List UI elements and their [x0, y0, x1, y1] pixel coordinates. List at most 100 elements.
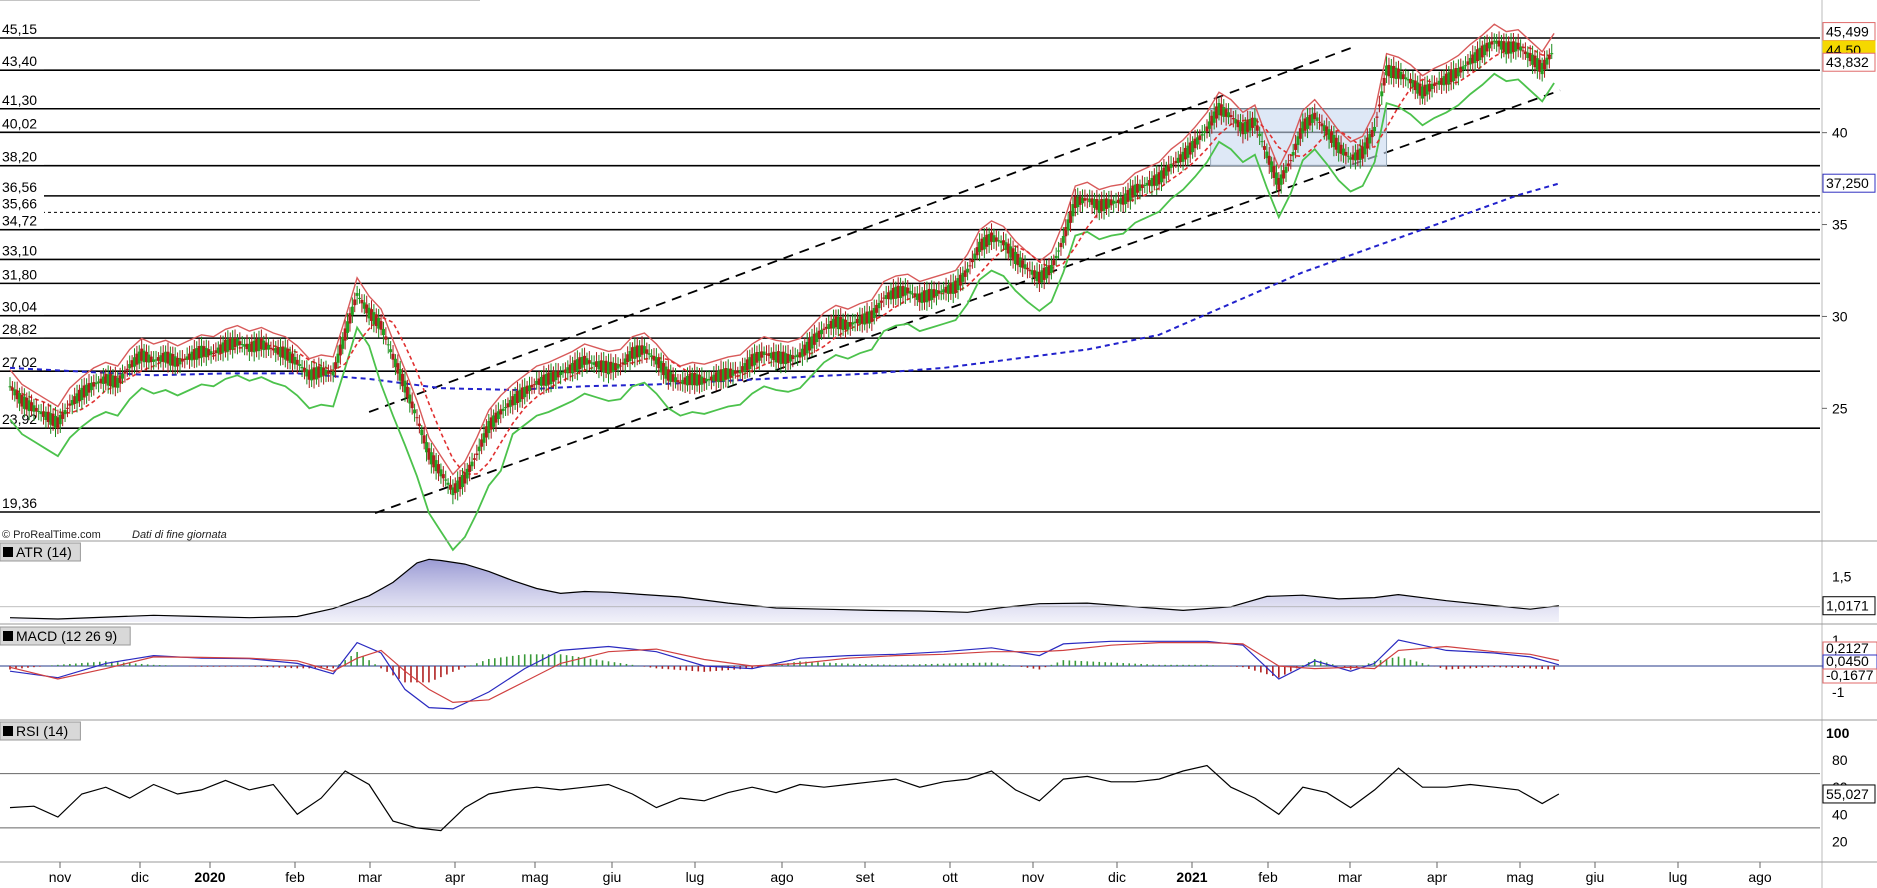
candle-body — [772, 351, 776, 361]
candle-body — [894, 286, 898, 299]
candle-body — [410, 401, 414, 409]
candle-body — [1040, 270, 1044, 283]
time-axis-label: ott — [942, 869, 958, 885]
candle-body — [1545, 57, 1549, 65]
candle-body — [958, 274, 962, 286]
candle-body — [1116, 199, 1120, 203]
candle-body — [1318, 121, 1322, 123]
candle-body — [482, 433, 486, 443]
candle-body — [1380, 91, 1384, 97]
candle-body — [310, 369, 314, 381]
candle-body — [1009, 246, 1013, 258]
candle-body — [954, 280, 958, 293]
candle-body — [870, 310, 874, 322]
candle-body — [216, 347, 220, 354]
candle-body — [161, 352, 165, 362]
macd-axis-label-top: 1 — [1832, 632, 1840, 648]
candle-body — [736, 371, 740, 373]
candle-body — [97, 381, 101, 384]
candle-body — [1373, 126, 1377, 132]
candle-body — [377, 318, 381, 329]
candle-body — [1102, 199, 1106, 211]
candle-body — [1030, 270, 1034, 275]
candle-body — [1157, 172, 1161, 185]
level-label: 30,04 — [2, 299, 37, 315]
candle-body — [709, 376, 713, 381]
rsi-axis-label: 40 — [1832, 806, 1848, 822]
candle-body — [1025, 267, 1029, 270]
candle-body — [125, 368, 129, 370]
candle-body — [338, 344, 342, 356]
level-label-bg — [0, 193, 44, 212]
candle-body — [192, 349, 196, 360]
candle-body — [372, 312, 376, 325]
rsi-value-label: 55,027 — [1826, 786, 1869, 802]
candle-body — [1492, 40, 1496, 42]
time-axis-label: lug — [686, 869, 705, 885]
candle-body — [700, 376, 704, 385]
candle-body — [264, 342, 268, 350]
time-axis-label: mar — [1338, 869, 1362, 885]
candle-body — [1277, 177, 1281, 190]
candle-body — [686, 375, 690, 386]
candle-body — [551, 371, 555, 382]
candle-body — [341, 336, 345, 349]
candle-body — [116, 377, 120, 388]
candle-body — [468, 464, 472, 473]
candle-body — [604, 360, 608, 373]
candle-body — [688, 373, 692, 385]
candle-body — [1035, 271, 1039, 282]
level-label: 43,40 — [2, 53, 37, 69]
candle-body — [757, 351, 761, 361]
candle-body — [403, 380, 407, 393]
candle-body — [336, 353, 340, 363]
candle-body — [190, 351, 194, 361]
candle-body — [561, 372, 565, 374]
level-label: 34,72 — [2, 213, 37, 229]
candle-body — [1547, 55, 1551, 60]
candle-body — [1071, 204, 1075, 217]
value-tag-label: 45,499 — [1826, 24, 1869, 40]
candle-body — [882, 297, 886, 299]
candle-body — [681, 379, 685, 385]
candle-body — [350, 306, 354, 315]
candle-body — [492, 415, 496, 427]
candle-body — [875, 304, 879, 313]
value-tag-box — [1822, 52, 1876, 72]
candle-body — [1432, 83, 1436, 86]
candle-body — [913, 293, 917, 297]
macd-value-label: -0,1677 — [1826, 667, 1874, 683]
candle-body — [279, 347, 283, 357]
candle-body — [1260, 141, 1264, 143]
candle-body — [1437, 80, 1441, 85]
candle-body — [355, 293, 359, 296]
candle-body — [573, 360, 577, 373]
candle-body — [1004, 242, 1008, 250]
candle-body — [851, 322, 855, 325]
candle-body — [800, 348, 804, 357]
candle-body — [729, 368, 733, 378]
candle-body — [712, 374, 716, 382]
level-label-bg — [0, 240, 44, 259]
candle-body — [128, 364, 132, 369]
level-label: 33,10 — [2, 242, 37, 258]
candle-body — [539, 376, 543, 386]
candle-body — [652, 355, 656, 361]
candle-body — [621, 362, 625, 365]
candle-body — [1392, 65, 1396, 79]
candle-body — [391, 353, 395, 360]
candle-body — [499, 409, 503, 415]
candle-body — [1294, 143, 1298, 150]
atr-area — [10, 559, 1559, 622]
rsi-axis-label: 80 — [1832, 752, 1848, 768]
candle-body — [1169, 163, 1173, 168]
candle-body — [1045, 266, 1049, 279]
candle-body — [693, 372, 697, 386]
candle-body — [1538, 59, 1542, 72]
candle-body — [832, 318, 836, 329]
candle-body — [571, 362, 575, 374]
candle-body — [776, 351, 780, 363]
candle-body — [798, 352, 802, 358]
candle-body — [1349, 157, 1353, 160]
price-axis-label: 25 — [1832, 400, 1848, 416]
